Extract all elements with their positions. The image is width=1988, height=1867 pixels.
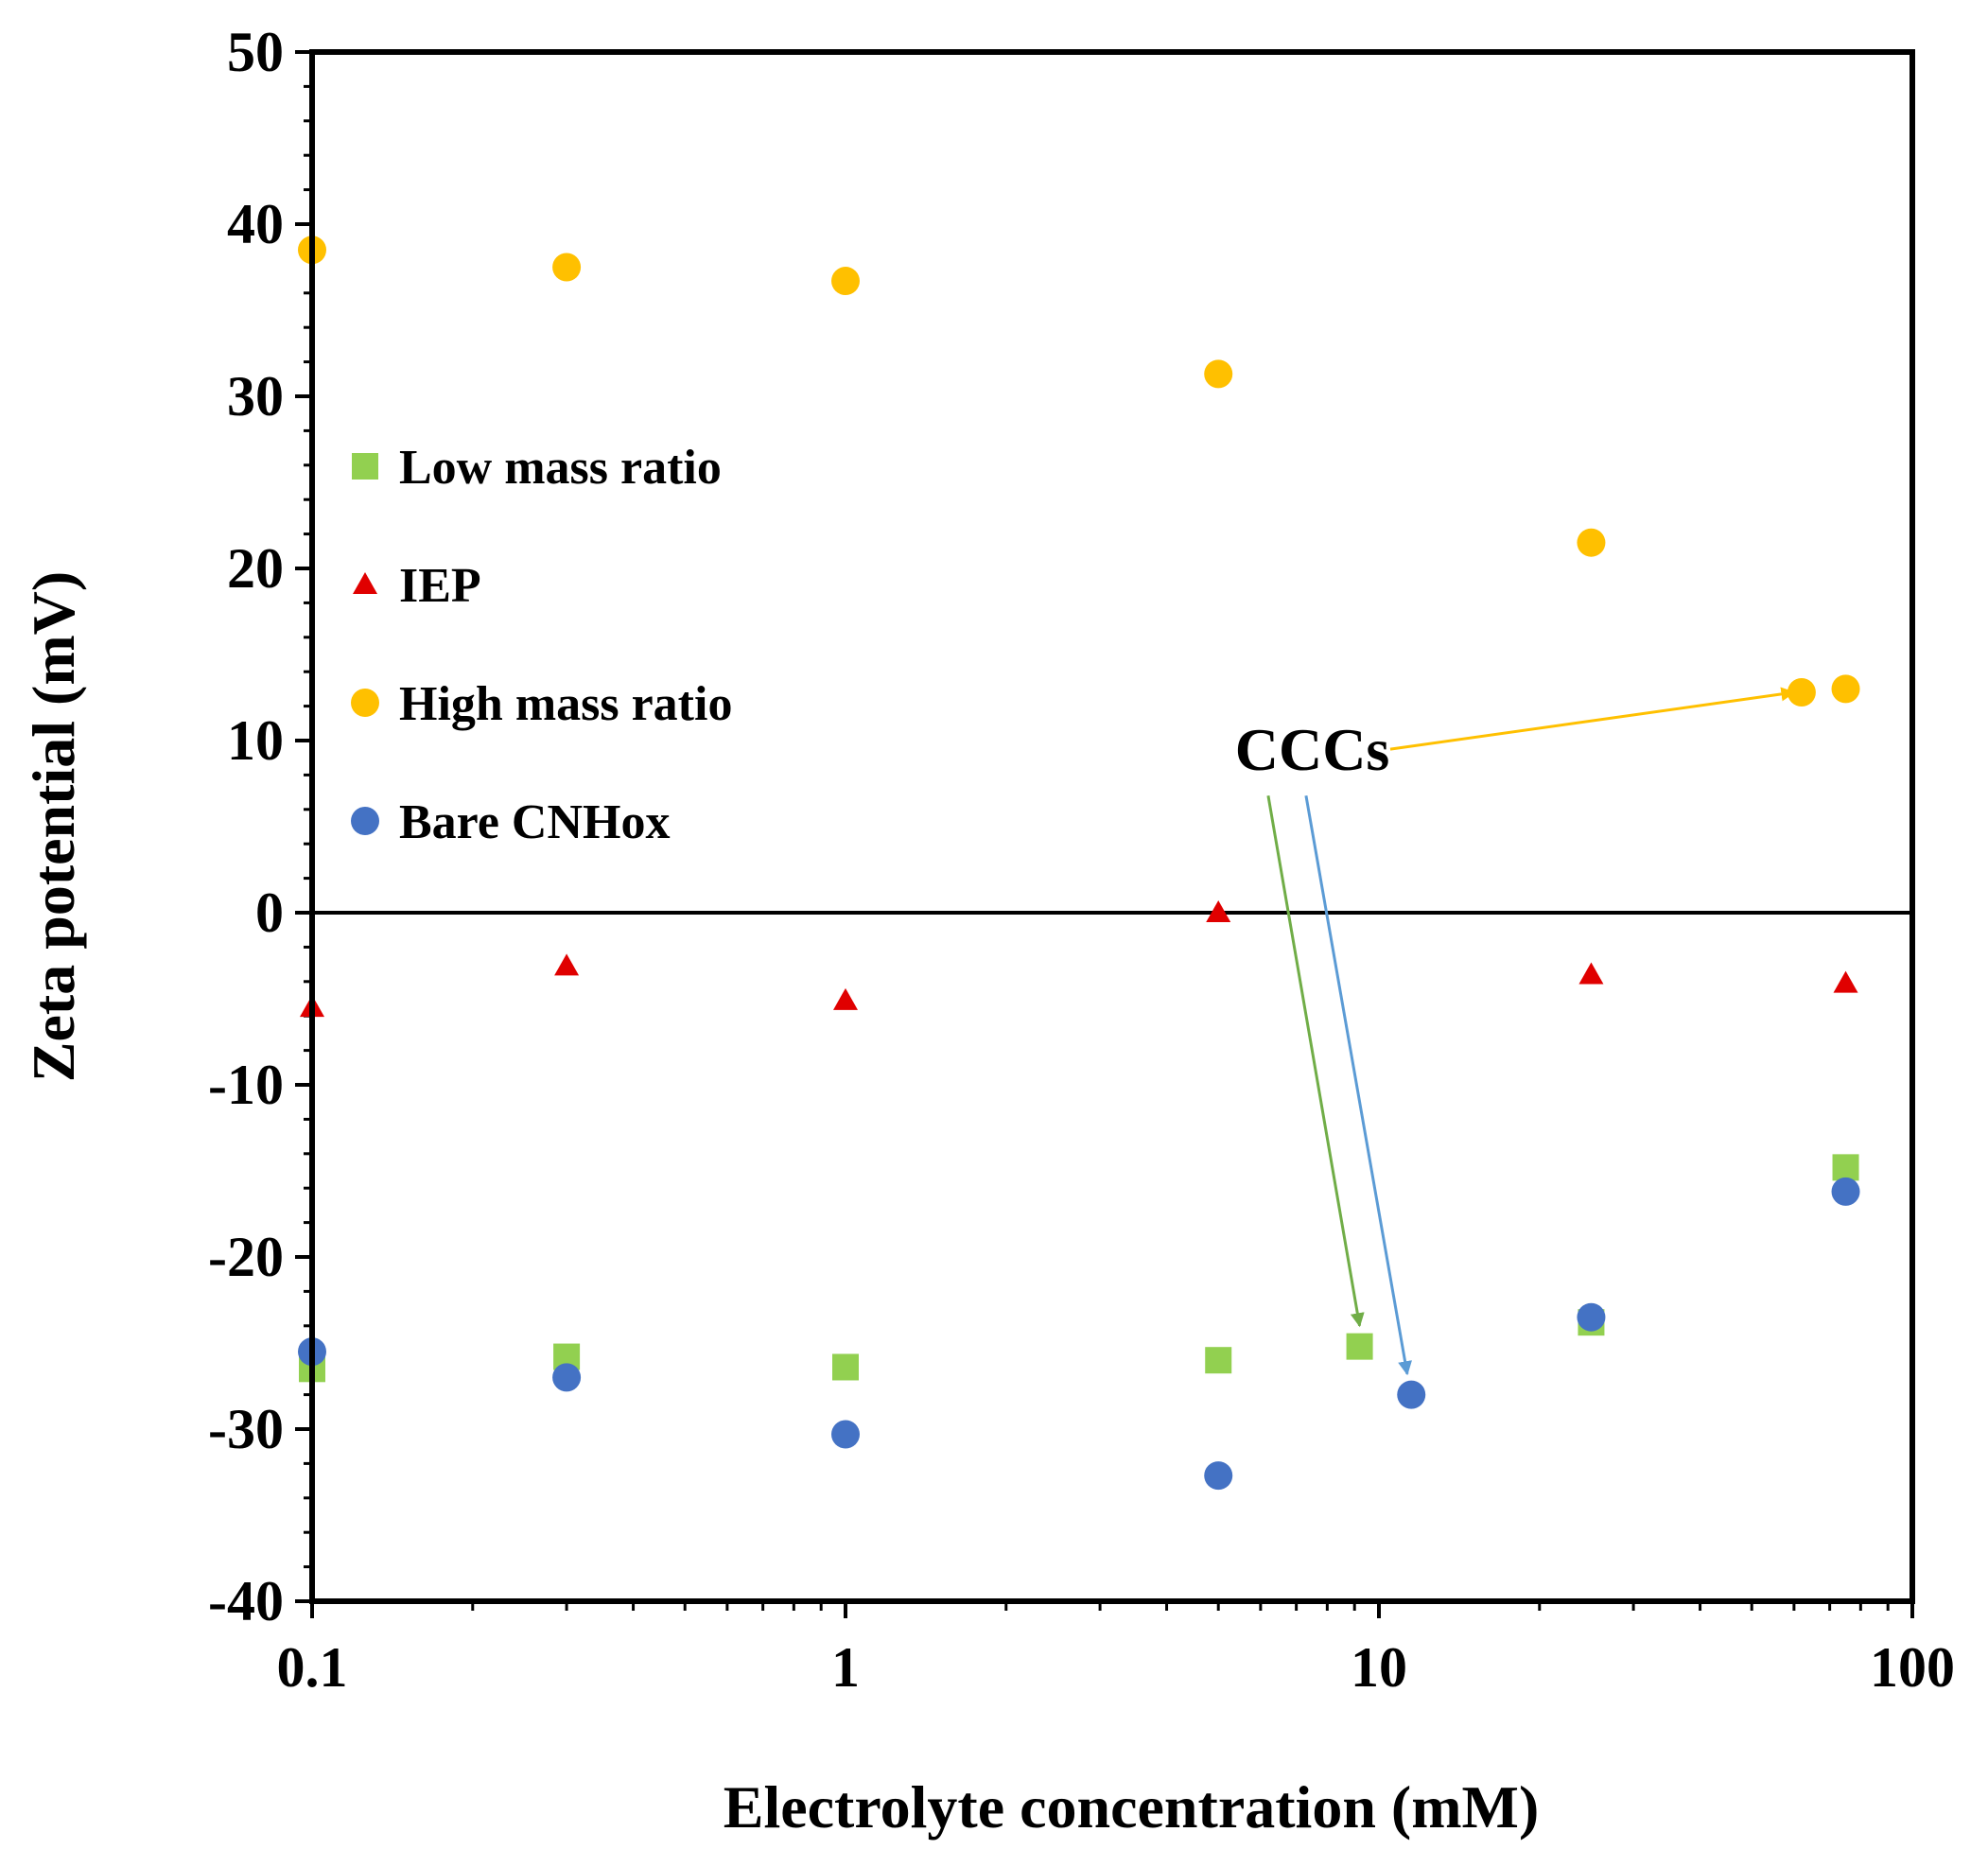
legend-label: Bare CNHox [399,795,670,849]
legend-marker [352,453,378,480]
y-tick-label: 0 [255,881,284,944]
y-tick-label: -20 [208,1226,284,1288]
annotation-arrow [1304,794,1412,1376]
legend-marker [351,689,379,717]
data-point [1831,674,1860,704]
plot-frame [309,49,1915,1604]
x-tick-label: 100 [1870,1636,1955,1699]
y-tick-label: 20 [227,537,284,600]
data-point [1346,1333,1373,1360]
annotation-label: CCCs [1235,716,1390,783]
data-point [831,267,860,296]
legend-label: Low mass ratio [399,441,722,495]
y-tick-label: -30 [208,1398,284,1460]
legend-marker [351,807,379,835]
x-axis-title: Electrolyte concentration (mM) [724,1773,1540,1841]
data-point [552,253,582,282]
data-point [1204,1461,1233,1491]
data-point [1833,970,1858,993]
data-point [1204,359,1233,389]
data-point [1577,1302,1606,1332]
data-point [1787,678,1816,707]
y-tick-label: -40 [208,1570,284,1632]
data-point [1206,900,1231,922]
data-point [1578,962,1604,985]
legend-label: IEP [399,559,481,613]
data-point [1397,1380,1426,1409]
legend-marker [353,572,377,594]
y-tick-label: 40 [227,193,284,255]
y-tick-label: 30 [227,365,284,427]
x-tick-label: 1 [831,1636,860,1699]
data-points [298,236,1860,1491]
y-axis-title: Zeta potential (mV) [20,571,87,1082]
y-tick-label: 10 [227,709,284,772]
data-point [832,1353,859,1381]
annotation-labels: CCCs [1235,716,1390,783]
legend-label: High mass ratio [399,677,732,731]
annotation-arrows [1266,687,1796,1376]
y-tick-label: -10 [208,1054,284,1116]
data-point [1577,528,1606,557]
data-point [554,953,580,976]
data-point [1832,1154,1859,1181]
annotation-arrow [1266,794,1365,1328]
data-point [831,1420,860,1449]
x-tick-label: 10 [1351,1636,1407,1699]
data-point [1831,1177,1860,1206]
y-tick-label: 50 [227,21,284,83]
data-point [552,1363,582,1392]
legend: Low mass ratio IEP High mass ratio Bare CNH… [351,441,732,849]
data-point [833,987,858,1010]
annotation-arrow [1389,687,1796,751]
data-point [1205,1347,1232,1374]
x-tick-label: 0.1 [277,1636,348,1699]
